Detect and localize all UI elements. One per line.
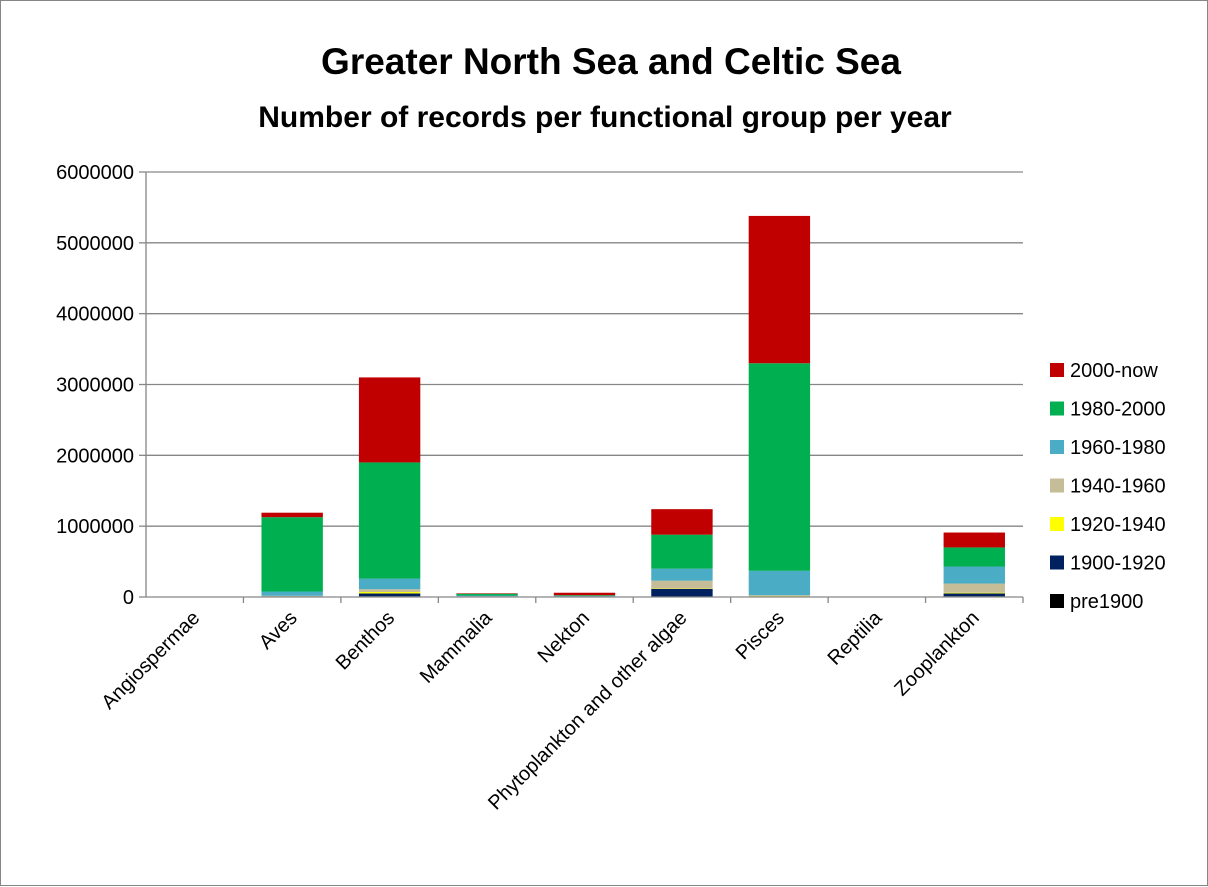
legend-label: 1920-1940	[1070, 514, 1166, 536]
y-tick-label: 6000000	[56, 162, 134, 184]
legend: 2000-now 1980-2000 1960-1980 1940-1960 1920-…	[1050, 360, 1166, 613]
legend-swatch	[1050, 517, 1064, 531]
bar-segment	[359, 589, 420, 592]
legend-label: 1940-1960	[1070, 476, 1166, 498]
bar-segment	[261, 517, 322, 591]
bar-segment	[261, 513, 322, 517]
y-tick-label: 5000000	[56, 233, 134, 255]
bar-segment	[651, 509, 712, 534]
bar-segment	[651, 589, 712, 597]
y-tick-label: 3000000	[56, 375, 134, 397]
bar-segment	[944, 593, 1005, 594]
bar-segment	[749, 216, 810, 363]
x-tick-label: Aves	[255, 607, 302, 654]
chart-subtitle: Number of records per functional group p…	[258, 101, 952, 134]
bar-segment	[749, 571, 810, 595]
legend-swatch	[1050, 363, 1064, 377]
bars	[261, 216, 1005, 597]
y-axis-tick-labels: 0 1000000 2000000 3000000 4000000 5000000 6000…	[56, 162, 134, 609]
bar-segment	[944, 567, 1005, 584]
bar-segment	[359, 462, 420, 578]
x-tick-label: Zooplankton	[890, 607, 983, 700]
legend-swatch	[1050, 440, 1064, 454]
legend-label: 1900-1920	[1070, 553, 1166, 575]
legend-swatch	[1050, 402, 1064, 416]
bar-segment	[651, 569, 712, 581]
legend-swatch	[1050, 594, 1064, 608]
x-tick-label: Angiospermae	[98, 607, 205, 714]
x-tick-label: Mammalia	[416, 606, 497, 687]
bar-segment	[749, 595, 810, 596]
bar-segment	[651, 581, 712, 589]
legend-label: 1960-1980	[1070, 437, 1166, 459]
chart-title: Greater North Sea and Celtic Sea	[321, 41, 901, 82]
x-tick-label: Pisces	[732, 607, 789, 664]
legend-label: 1980-2000	[1070, 399, 1166, 421]
x-tick-label: Reptilia	[824, 606, 887, 669]
y-tick-label: 1000000	[56, 516, 134, 538]
bar-segment	[554, 593, 615, 595]
bar-segment	[456, 594, 517, 596]
bar-segment	[651, 535, 712, 569]
x-tick-label: Benthos	[332, 607, 399, 674]
bar-segment	[359, 592, 420, 593]
bar-segment	[944, 584, 1005, 593]
bar-segment	[359, 579, 420, 590]
legend-swatch	[1050, 479, 1064, 493]
legend-swatch	[1050, 556, 1064, 570]
bar-segment	[944, 533, 1005, 548]
y-tick-label: 4000000	[56, 304, 134, 326]
gridlines	[146, 172, 1023, 526]
x-axis-tick-labels: Angiospermae Aves Benthos Mammalia NektonPhy…	[98, 606, 984, 814]
bar-segment	[456, 596, 517, 597]
x-tick-label: Phytoplankton and other algae	[484, 607, 691, 814]
bar-segment	[749, 363, 810, 571]
bar-segment	[359, 593, 420, 596]
bar-segment	[261, 592, 322, 596]
y-tick-label: 2000000	[56, 445, 134, 467]
bar-segment	[944, 593, 1005, 596]
x-tick-label: Nekton	[534, 607, 594, 667]
legend-label: 2000-now	[1070, 360, 1158, 382]
bar-segment	[554, 595, 615, 596]
bar-segment	[359, 377, 420, 462]
bar-segment	[944, 547, 1005, 566]
y-tick-label: 0	[123, 587, 134, 609]
legend-label: pre1900	[1070, 591, 1143, 613]
